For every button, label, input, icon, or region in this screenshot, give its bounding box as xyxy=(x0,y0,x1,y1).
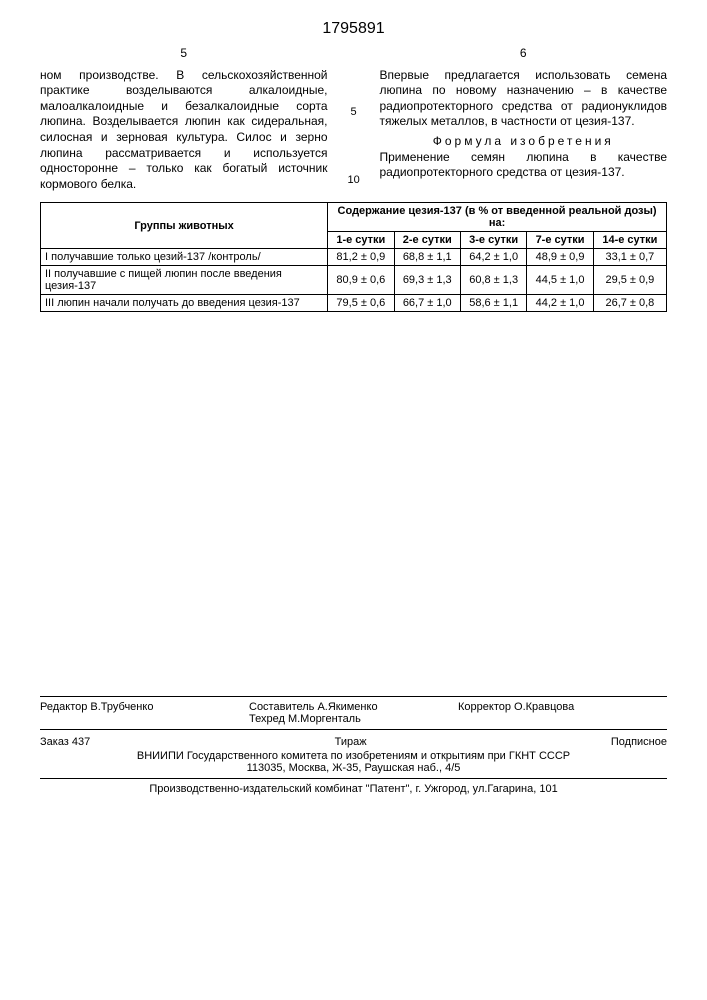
table-cell: 80,9 ± 0,6 xyxy=(328,266,394,295)
right-column-text-2: Применение семян люпина в качестве радио… xyxy=(380,150,668,181)
table-cell: 81,2 ± 0,9 xyxy=(328,249,394,266)
right-column: 6 Впервые предлагается использовать семе… xyxy=(380,46,668,192)
table-cell: 69,3 ± 1,3 xyxy=(394,266,460,295)
data-table: Группы животных Содержание цезия-137 (в … xyxy=(40,202,667,312)
page-num-right: 6 xyxy=(380,46,668,62)
footer-editor: Редактор В.Трубченко xyxy=(40,701,249,725)
table-cell-label: I получавшие только цезий-137 /контроль/ xyxy=(41,249,328,266)
footer-order-row: Заказ 437 Тираж Подписное xyxy=(40,734,667,750)
table-cell: 44,2 ± 1,0 xyxy=(527,295,593,312)
table-header-span: Содержание цезия-137 (в % от введенной р… xyxy=(328,203,667,232)
footer-compiler: Составитель А.Якименко xyxy=(249,701,458,713)
footer-corrector: Корректор О.Кравцова xyxy=(458,701,667,725)
footer-block: Редактор В.Трубченко Составитель А.Якиме… xyxy=(40,696,667,795)
formula-heading: Формула изобретения xyxy=(380,134,668,150)
document-number: 1795891 xyxy=(40,20,667,38)
table-cell: 26,7 ± 0,8 xyxy=(593,295,666,312)
table-cell: 60,8 ± 1,3 xyxy=(460,266,526,295)
footer-credits-row: Редактор В.Трубченко Составитель А.Якиме… xyxy=(40,701,667,725)
table-cell: 79,5 ± 0,6 xyxy=(328,295,394,312)
left-column-text: ном производстве. В сельскохозяйственной… xyxy=(40,68,328,193)
table-cell: 44,5 ± 1,0 xyxy=(527,266,593,295)
blank-space xyxy=(40,312,667,692)
table-col-header: 14-е сутки xyxy=(593,232,666,249)
table-col-header: 7-е сутки xyxy=(527,232,593,249)
table-row: III люпин начали получать до введения це… xyxy=(41,295,667,312)
footer-techred: Техред М.Моргенталь xyxy=(249,713,458,725)
table-col-header: 3-е сутки xyxy=(460,232,526,249)
table-cell: 64,2 ± 1,0 xyxy=(460,249,526,266)
footer-address: 113035, Москва, Ж-35, Раушская наб., 4/5 xyxy=(40,762,667,774)
left-column: 5 ном производстве. В сельскохозяйственн… xyxy=(40,46,328,192)
table-col-header: 2-е сутки xyxy=(394,232,460,249)
footer-publisher: Производственно-издательский комбинат "П… xyxy=(40,783,667,795)
footer-order: Заказ 437 xyxy=(40,736,90,748)
table-row: II получавшие с пищей люпин после введен… xyxy=(41,266,667,295)
table-cell: 58,6 ± 1,1 xyxy=(460,295,526,312)
table-cell: 68,8 ± 1,1 xyxy=(394,249,460,266)
table-cell-label: II получавшие с пищей люпин после введен… xyxy=(41,266,328,295)
table-cell: 29,5 ± 0,9 xyxy=(593,266,666,295)
page-num-left: 5 xyxy=(40,46,328,62)
line-marker-10: 10 xyxy=(348,174,360,186)
table-header-groups: Группы животных xyxy=(41,203,328,249)
table-cell: 33,1 ± 0,7 xyxy=(593,249,666,266)
line-markers: 5 10 xyxy=(348,46,360,192)
text-columns: 5 ном производстве. В сельскохозяйственн… xyxy=(40,46,667,192)
table-cell-label: III люпин начали получать до введения це… xyxy=(41,295,328,312)
table-col-header: 1-е сутки xyxy=(328,232,394,249)
table-cell: 66,7 ± 1,0 xyxy=(394,295,460,312)
line-marker-5: 5 xyxy=(348,106,360,118)
table-cell: 48,9 ± 0,9 xyxy=(527,249,593,266)
right-column-text-1: Впервые предлагается использовать семена… xyxy=(380,68,668,130)
footer-tirazh: Тираж xyxy=(335,736,367,748)
table-row: I получавшие только цезий-137 /контроль/… xyxy=(41,249,667,266)
footer-podpisnoe: Подписное xyxy=(611,736,667,748)
footer-org: ВНИИПИ Государственного комитета по изоб… xyxy=(40,750,667,762)
